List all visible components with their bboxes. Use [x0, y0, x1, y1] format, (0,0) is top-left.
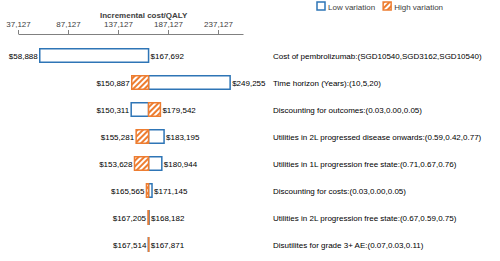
tick: 187,127: [154, 20, 183, 34]
category-label: Disutilites for grade 3+ AE:(0.07,0.03,0…: [273, 241, 424, 250]
bar: [40, 49, 149, 63]
x-axis: 37,127 87,127 137,127 187,127 237,127: [6, 20, 243, 35]
tick-mark: [168, 30, 169, 34]
tick-mark: [68, 30, 69, 34]
data-label: $179,542: [162, 106, 196, 115]
bar: [148, 238, 150, 252]
tick-label: 237,127: [204, 20, 233, 29]
category-label: Utilities in 2L progression free state:(…: [273, 214, 457, 223]
data-label: $183,195: [166, 133, 200, 142]
bar: [149, 130, 165, 144]
tick-label: 87,127: [56, 20, 81, 29]
data-label: $249,255: [232, 79, 266, 88]
tick: 237,127: [204, 20, 233, 34]
data-labels: $58,888 $249,255 $150,311 $183,195 $180,944 $…: [9, 52, 266, 250]
bar: [148, 49, 150, 63]
bar: [149, 103, 161, 117]
data-label: $167,871: [151, 241, 185, 250]
data-label: $155,281: [101, 133, 135, 142]
category-label: Discounting for outcomes:(0.03,0.00,0.05…: [273, 106, 422, 115]
bar: [146, 184, 148, 198]
legend-swatch: [317, 2, 325, 10]
data-label: $168,182: [151, 214, 185, 223]
axis-line: [19, 34, 244, 35]
data-label: $58,888: [9, 52, 38, 61]
data-label: $171,145: [154, 187, 188, 196]
tick-label: 37,127: [6, 20, 31, 29]
bar: [135, 157, 149, 171]
legend-swatch: [383, 2, 391, 10]
category-label: Discounting for costs:(0.03,0.00,0.05): [273, 187, 406, 196]
tick: 87,127: [56, 20, 81, 34]
tick-mark: [118, 30, 119, 34]
chart: Incremental cost/QALY 37,127 87,127 137,127…: [0, 0, 500, 261]
tick-label: 137,127: [104, 20, 133, 29]
data-label: $153,628: [99, 160, 133, 169]
category-label: Utilities in 1L progression free state:(…: [273, 160, 457, 169]
data-label: $167,205: [113, 214, 147, 223]
bar: [148, 238, 150, 252]
data-label: $150,887: [96, 79, 130, 88]
data-label: $150,311: [96, 106, 129, 115]
data-label: $167,514: [113, 241, 147, 250]
tick-mark: [18, 30, 19, 34]
tick: 137,127: [104, 20, 133, 34]
bar: [147, 211, 149, 225]
bar: [149, 76, 231, 90]
category-labels: Cost of pembrolizumab:(SGD10540,SGD3162,…: [273, 52, 482, 250]
tick: 37,127: [6, 20, 31, 34]
tick-label: 187,127: [154, 20, 183, 29]
bar: [132, 76, 149, 90]
bars: [40, 49, 230, 252]
axis-title: Incremental cost/QALY: [100, 11, 188, 20]
category-label: Utilities in 2L progressed disease onwar…: [273, 133, 482, 142]
legend: Low variation High variation: [317, 2, 443, 12]
bar: [149, 157, 162, 171]
category-label: Time horizon (Years):(10,5,20): [273, 79, 381, 88]
bar: [136, 130, 148, 144]
category-label: Cost of pembrolizumab:(SGD10540,SGD3162,…: [273, 52, 482, 61]
data-label: $167,692: [151, 52, 185, 61]
tick-mark: [218, 30, 219, 34]
bar: [148, 211, 150, 225]
data-label: $180,944: [164, 160, 198, 169]
data-label: $165,565: [111, 187, 145, 196]
legend-label: High variation: [394, 3, 443, 12]
bar: [131, 103, 148, 117]
legend-label: Low variation: [328, 3, 375, 12]
